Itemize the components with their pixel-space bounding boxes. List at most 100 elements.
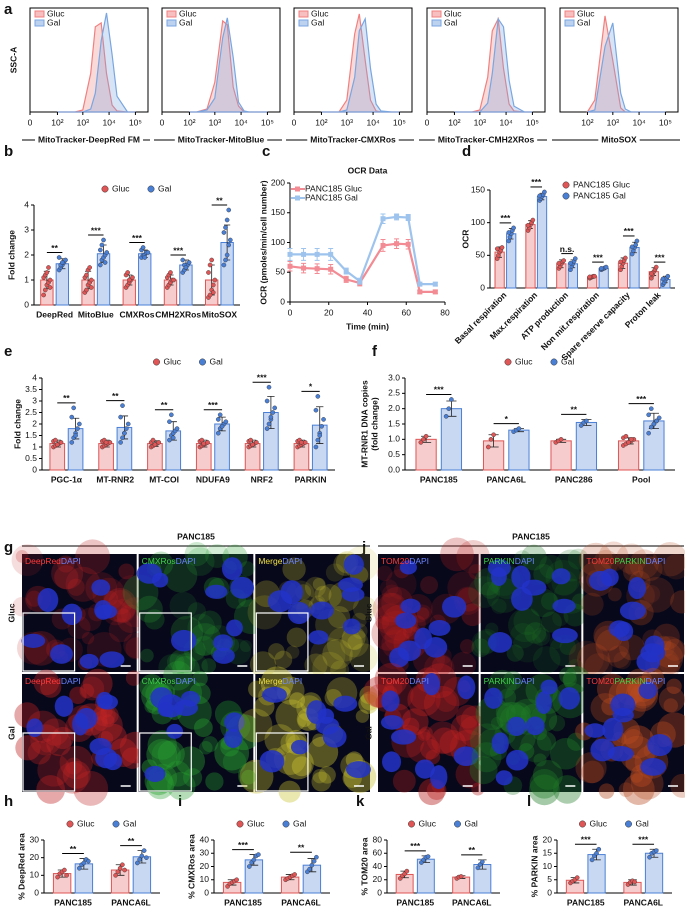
nucleus [322,726,347,748]
data-point [343,268,349,274]
data-point [152,442,158,448]
texture [622,561,644,582]
nucleus [457,675,476,700]
texture [40,676,62,698]
data-point [210,282,216,288]
y-tick-label: 1 [24,274,29,284]
x-tick-label: 10³ [77,117,89,127]
data-point [587,274,593,280]
x-tick-label: 10³ [209,117,221,127]
nucleus [343,554,364,575]
data-point [141,848,147,853]
significance-label: *** [434,385,445,395]
nucleus [495,770,513,786]
histogram-area [189,17,268,113]
label-part: DAPI [515,676,535,686]
x-tick-label: 10³ [474,117,486,127]
nucleus [166,723,184,739]
x-tick-label: PARKIN [295,474,327,484]
texture [347,634,363,651]
x-tick-label: 10² [448,117,460,127]
texture [450,714,478,742]
data-point [380,216,386,222]
nucleus [506,749,529,771]
data-point [537,193,542,199]
y-tick-label: 60 [373,848,383,858]
nucleus [636,651,661,673]
data-point [572,256,578,261]
texture [187,613,215,642]
x-tick-label: 0 [288,307,293,317]
nucleus [72,712,89,736]
legend-marker [625,820,632,828]
nucleus [614,621,634,642]
data-point [122,430,127,436]
data-point [646,412,651,418]
y-tick-label: 20 [200,861,210,871]
data-point [118,414,123,420]
bar [440,408,463,471]
data-point [139,853,145,859]
y-tick-label: 4 [24,199,29,209]
data-point [494,246,500,252]
x-axis-label: MitoTracker-MitoBlue [178,134,265,144]
column-label: CMXRosDAPI [142,676,196,686]
legend-label: Gluc [179,8,197,18]
panel-label: h [4,793,13,810]
data-point [81,860,87,866]
texture [426,721,460,755]
data-point [126,277,132,283]
data-point [77,865,82,871]
y-tick-label: 20 [30,852,40,862]
nucleus [144,765,166,782]
nucleus [540,679,558,695]
data-point [542,189,547,195]
texture [81,631,95,645]
data-point [653,264,659,270]
panel-label: e [4,343,12,360]
significance-label: * [505,414,509,424]
legend-label: Gluc [164,356,182,366]
row-label: Gal [6,726,16,740]
data-point [250,442,255,448]
legend-label: Gluc [311,8,329,18]
data-point [558,437,564,442]
column-label: PARKINDAPI [484,676,535,686]
texture [536,731,557,751]
panel-label: k [356,793,365,810]
legend-label: Gal [179,17,192,27]
nucleus [428,620,451,636]
texture [524,622,547,644]
nucleus [99,651,125,668]
texture [431,727,458,754]
texture [318,766,336,784]
column-label: DeepRedDAPI [25,676,81,686]
texture [652,542,685,577]
x-tick-label: MT-COI [149,474,179,484]
x-tick-label: PANCA6L [111,897,151,907]
data-point [63,257,68,263]
data-point [144,855,149,860]
x-tick-label: 0 [28,117,33,127]
data-point [292,872,297,877]
y-tick-label: 30 [30,834,40,844]
x-tick-label: Basal respiration [453,290,509,346]
texture [455,760,484,789]
data-point [266,384,272,390]
texture [626,680,643,697]
nucleus [552,627,578,644]
x-tick-label: PANC185 [224,897,262,907]
texture [568,640,604,676]
legend-label: PANC185 Gluc [573,179,631,189]
texture [352,596,377,621]
texture [608,587,622,602]
nucleus [619,601,646,620]
texture [498,688,517,707]
texture [447,571,480,605]
legend-marker [408,820,415,828]
data-point [99,242,105,248]
inset-frame [255,732,309,792]
data-point [626,440,631,445]
nucleus [341,587,365,602]
column-label: PARKINDAPI [484,556,535,566]
